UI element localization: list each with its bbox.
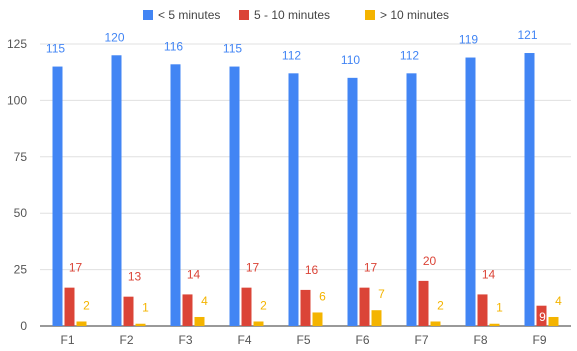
legend-label: < 5 minutes — [158, 8, 220, 22]
x-tick-label: F6 — [355, 333, 369, 347]
legend-label: > 10 minutes — [380, 8, 449, 22]
bar-f5-series-3 — [312, 312, 323, 326]
bar-f4-series-3 — [253, 321, 264, 326]
data-label: 17 — [364, 261, 378, 275]
data-label: 110 — [341, 53, 360, 67]
y-tick-label: 0 — [20, 319, 27, 333]
x-tick-label: F7 — [414, 333, 428, 347]
bar-f9-series-3 — [548, 316, 559, 326]
x-tick-label: F2 — [119, 333, 133, 347]
bar-f8-series-3 — [489, 323, 500, 326]
bar-f7-series-1 — [406, 73, 417, 326]
data-label: 112 — [400, 48, 419, 62]
bar-f8-series-1 — [465, 57, 476, 326]
bar-f1-series-1 — [52, 66, 63, 326]
data-label: 120 — [104, 30, 124, 44]
data-label: 2 — [260, 298, 267, 312]
bar-f5-series-2 — [300, 289, 311, 326]
legend-label: 5 - 10 minutes — [254, 8, 330, 22]
data-label: 116 — [164, 39, 183, 53]
bar-f4-series-1 — [229, 66, 240, 326]
data-label: 115 — [223, 42, 242, 56]
data-label: 1 — [496, 301, 503, 315]
bar-f7-series-3 — [430, 321, 441, 326]
bar-f9-series-2 — [536, 305, 547, 326]
y-axis-tick-labels: 0 25 50 75 100 125 — [7, 37, 27, 333]
bar-f2-series-1 — [111, 55, 122, 326]
legend-swatch — [239, 10, 249, 20]
bar-f6-series-3 — [371, 310, 382, 326]
bar-f1-series-3 — [76, 321, 87, 326]
y-tick-label: 75 — [14, 150, 28, 164]
bar-f5-series-1 — [288, 73, 299, 326]
chart-legend: < 5 minutes 5 - 10 minutes > 10 minutes — [143, 8, 449, 22]
bar-f8-series-2 — [477, 294, 488, 326]
data-label: 17 — [246, 261, 260, 275]
bar-series — [52, 53, 559, 327]
data-label: 115 — [46, 42, 65, 56]
bar-f3-series-3 — [194, 316, 205, 326]
bar-f4-series-2 — [241, 287, 252, 326]
bar-f6-series-1 — [347, 77, 358, 326]
data-label: 17 — [69, 261, 83, 275]
data-label: 4 — [201, 294, 208, 308]
data-label: 7 — [378, 287, 385, 301]
data-label: 2 — [437, 298, 444, 312]
y-tick-label: 100 — [7, 93, 27, 107]
legend-swatch — [365, 10, 375, 20]
data-label: 121 — [517, 28, 537, 42]
bar-f9-series-1 — [524, 53, 535, 327]
data-label: 14 — [187, 267, 201, 281]
x-tick-label: F5 — [296, 333, 310, 347]
y-tick-label: 125 — [7, 37, 27, 51]
y-tick-label: 50 — [14, 206, 28, 220]
bar-f7-series-2 — [418, 280, 429, 326]
bar-f1-series-2 — [64, 287, 75, 326]
bar-f6-series-2 — [359, 287, 370, 326]
bar-f2-series-3 — [135, 323, 146, 326]
data-label: 9 — [539, 310, 546, 324]
x-tick-label: F3 — [178, 333, 192, 347]
data-label: 14 — [482, 267, 496, 281]
data-label: 119 — [459, 33, 478, 47]
data-label: 6 — [319, 289, 326, 303]
x-tick-label: F9 — [532, 333, 546, 347]
x-tick-label: F4 — [237, 333, 251, 347]
bar-f3-series-2 — [182, 294, 193, 326]
legend-swatch — [143, 10, 153, 20]
data-label: 16 — [305, 263, 319, 277]
data-label: 20 — [423, 254, 437, 268]
x-axis-tick-labels: F1 F2 F3 F4 F5 F6 F7 F8 F9 — [60, 333, 546, 347]
bar-f2-series-2 — [123, 296, 134, 326]
x-tick-label: F1 — [60, 333, 74, 347]
x-tick-label: F8 — [473, 333, 487, 347]
data-label: 2 — [83, 298, 90, 312]
data-label: 1 — [142, 301, 149, 315]
bar-f3-series-1 — [170, 64, 181, 326]
data-label: 4 — [555, 294, 562, 308]
data-labels: 1151721201311161441151721121661101771122… — [46, 28, 562, 324]
y-tick-label: 25 — [14, 263, 28, 277]
data-label: 13 — [128, 270, 142, 284]
data-label: 112 — [282, 48, 301, 62]
